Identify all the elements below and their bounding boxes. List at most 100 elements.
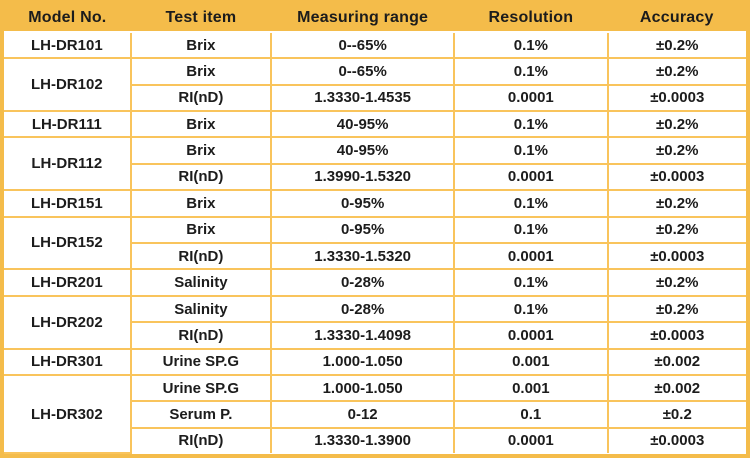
test-item-cell: RI(nD) [130,162,273,192]
test-item-cell: Brix [129,109,273,139]
resolution-cell: 0.0001 [453,162,609,192]
table-row: RI(nD) 1.3330-1.4098 0.0001 ±0.0003 [4,321,746,350]
model-cell: LH-DR112 [4,136,132,192]
test-item-cell: Brix [129,33,273,60]
resolution-cell: 0.0001 [453,241,609,271]
table-row: RI(nD) 1.3330-1.4535 0.0001 ±0.0003 [4,83,746,112]
table-row: RI(nD) 1.3990-1.5320 0.0001 ±0.0003 [4,162,746,192]
accuracy-cell: ±0.2% [606,268,746,297]
test-item-cell: RI(nD) [130,321,273,350]
resolution-cell: 0.1% [453,268,609,297]
model-cell: LH-DR202 [4,294,132,350]
model-cell: LH-DR201 [4,268,132,297]
resolution-cell: 0.1% [453,215,609,244]
table-row: RI(nD) 1.3330-1.3900 0.0001 ±0.0003 [4,426,746,453]
accuracy-cell: ±0.2% [606,189,746,218]
test-item-cell: Urine SP.G [129,374,273,403]
table-row: LH-DR111 Brix 40-95% 0.1% ±0.2% [4,109,746,139]
measuring-range-cell: 0-95% [270,189,456,218]
table-row: LH-DR152 Brix 0-95% 0.1% ±0.2% [4,215,746,271]
measuring-range-cell: 1.000-1.050 [270,374,456,403]
test-item-cell: RI(nD) [130,83,273,112]
test-item-cell: RI(nD) [130,426,273,453]
table-row: LH-DR201 Salinity 0-28% 0.1% ±0.2% [4,268,746,297]
accuracy-cell: ±0.2% [606,33,746,60]
spec-table: LH-DR101 Brix 0--65% 0.1% ±0.2% LH-DR102 Brix 0… [4,33,746,454]
model-cell: LH-DR151 [4,189,132,218]
measuring-range-cell: 0-12 [270,400,456,429]
resolution-cell: 0.1% [453,33,609,60]
resolution-cell: 0.1% [453,189,609,218]
measuring-range-cell: 0-28% [270,294,456,324]
table-row: RI(nD) 1.3330-1.5320 0.0001 ±0.0003 [4,241,746,271]
test-item-cell: Brix [129,215,273,244]
column-header-model-no: Model No. [28,8,107,26]
resolution-cell: 0.0001 [453,321,609,350]
measuring-range-cell: 1.3330-1.5320 [270,241,456,271]
measuring-range-cell: 0--65% [270,33,456,60]
test-item-cell: Serum P. [130,400,273,429]
table-row: LH-DR202 Salinity 0-28% 0.1% ±0.2% [4,294,746,350]
model-cell: LH-DR111 [4,109,132,139]
resolution-cell: 0.001 [453,347,609,377]
resolution-cell: 0.001 [453,374,609,403]
test-item-cell: Brix [129,57,273,86]
measuring-range-cell: 0-95% [270,215,456,244]
accuracy-cell: ±0.2% [606,215,746,244]
measuring-range-cell: 40-95% [270,136,456,165]
measuring-range-cell: 1.3330-1.3900 [270,426,456,453]
measuring-range-cell: 0--65% [270,57,456,86]
measuring-range-cell: 1.3330-1.4098 [270,321,456,350]
resolution-cell: 0.1% [453,294,609,324]
model-cell: LH-DR152 [4,215,132,271]
test-item-cell: Salinity [129,268,273,297]
test-item-cell: Salinity [129,294,273,324]
measuring-range-cell: 1.3990-1.5320 [270,162,456,192]
measuring-range-cell: 0-28% [270,268,456,297]
column-header-resolution: Resolution [488,8,574,26]
model-cell: LH-DR102 [4,57,132,112]
table-row: LH-DR301 Urine SP.G 1.000-1.050 0.001 ±0.002 [4,347,746,377]
resolution-cell: 0.1% [453,109,609,139]
table-row: LH-DR101 Brix 0--65% 0.1% ±0.2% [4,33,746,60]
measuring-range-cell: 1.000-1.050 [270,347,456,377]
accuracy-cell: ±0.002 [606,347,746,377]
accuracy-cell: ±0.2 [606,400,746,429]
table-row: Serum P. 0-12 0.1 ±0.2 [4,400,746,429]
resolution-cell: 0.1% [453,57,609,86]
accuracy-cell: ±0.0003 [606,321,746,350]
resolution-cell: 0.1% [453,136,609,165]
column-header-measuring-range: Measuring range [297,8,429,26]
accuracy-cell: ±0.0003 [606,83,746,112]
table-header-row: Model No. Test item Measuring range Reso… [4,4,746,33]
column-header-test-item: Test item [165,8,237,26]
accuracy-cell: ±0.2% [606,109,746,139]
spec-table-body: LH-DR101 Brix 0--65% 0.1% ±0.2% LH-DR102 Brix 0… [4,33,746,454]
table-row: LH-DR112 Brix 40-95% 0.1% ±0.2% [4,136,746,192]
test-item-cell: RI(nD) [130,241,273,271]
measuring-range-cell: 40-95% [270,109,456,139]
test-item-cell: Brix [129,136,273,165]
resolution-cell: 0.0001 [453,426,609,453]
accuracy-cell: ±0.002 [606,374,746,403]
table-body-wrapper: LH-DR101 Brix 0--65% 0.1% ±0.2% LH-DR102 Brix 0… [4,33,746,454]
column-header-accuracy: Accuracy [639,8,714,26]
accuracy-cell: ±0.0003 [606,241,746,271]
table-row: LH-DR151 Brix 0-95% 0.1% ±0.2% [4,189,746,218]
model-cell: LH-DR101 [4,33,132,60]
accuracy-cell: ±0.2% [606,57,746,86]
accuracy-cell: ±0.0003 [606,426,746,453]
accuracy-cell: ±0.2% [606,136,746,165]
test-item-cell: Urine SP.G [129,347,273,377]
model-cell: LH-DR302 [4,374,132,454]
measuring-range-cell: 1.3330-1.4535 [270,83,456,112]
table-row: LH-DR302 Urine SP.G 1.000-1.050 0.001 ±0.002 [4,374,746,454]
test-item-cell: Brix [129,189,273,218]
accuracy-cell: ±0.2% [606,294,746,324]
model-cell: LH-DR301 [4,347,132,377]
accuracy-cell: ±0.0003 [606,162,746,192]
resolution-cell: 0.0001 [453,83,609,112]
resolution-cell: 0.1 [453,400,609,429]
table-row: LH-DR102 Brix 0--65% 0.1% ±0.2% [4,57,746,112]
